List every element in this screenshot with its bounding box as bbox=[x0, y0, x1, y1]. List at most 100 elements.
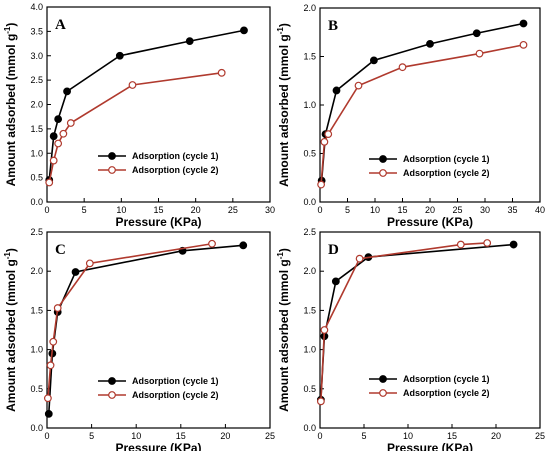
legend-marker bbox=[108, 152, 116, 160]
legend-label: Adsorption (cycle 2) bbox=[403, 168, 490, 178]
legend-marker bbox=[108, 166, 116, 174]
y-axis-label: Amount adsorbed (mmol g-1) bbox=[276, 248, 291, 412]
x-tick-label: 15 bbox=[176, 431, 186, 441]
y-axis-label: Amount adsorbed (mmol g-1) bbox=[276, 23, 291, 187]
y-axis-label-main: Amount adsorbed (mmol g bbox=[277, 259, 291, 412]
data-point-cycle-1 bbox=[239, 241, 248, 250]
y-tick-label: 1.0 bbox=[303, 345, 316, 355]
data-point-cycle-1 bbox=[44, 409, 53, 418]
x-tick-label: 10 bbox=[403, 431, 413, 441]
x-tick-label: 5 bbox=[361, 431, 366, 441]
x-tick-label: 35 bbox=[507, 205, 517, 215]
data-point-cycle-1 bbox=[519, 19, 528, 28]
y-tick-label: 1.0 bbox=[30, 345, 43, 355]
legend-marker bbox=[379, 155, 387, 163]
x-axis-label: Pressure (KPa) bbox=[387, 215, 473, 229]
data-point-cycle-2 bbox=[217, 68, 226, 77]
y-tick-label: 2.5 bbox=[30, 227, 43, 237]
x-axis-label: Pressure (KPa) bbox=[387, 441, 473, 451]
y-axis-label-superscript: -1 bbox=[3, 26, 12, 34]
y-tick-label: 1.5 bbox=[303, 52, 316, 62]
legend-label: Adsorption (cycle 2) bbox=[403, 388, 490, 398]
data-point-cycle-2 bbox=[475, 49, 484, 58]
data-point-cycle-1 bbox=[71, 268, 80, 276]
x-tick-label: 15 bbox=[447, 431, 457, 441]
legend-marker bbox=[379, 375, 387, 383]
y-tick-label: 3.5 bbox=[30, 26, 43, 36]
legend-marker bbox=[108, 391, 116, 399]
data-point-cycle-2 bbox=[398, 63, 407, 72]
y-tick-label: 2.0 bbox=[30, 100, 43, 110]
data-point-cycle-1 bbox=[426, 39, 434, 48]
data-point-cycle-2 bbox=[128, 81, 137, 89]
x-tick-label: 30 bbox=[480, 205, 490, 215]
x-tick-label: 20 bbox=[220, 431, 230, 441]
data-point-cycle-1 bbox=[185, 37, 194, 46]
legend-marker bbox=[379, 389, 387, 397]
x-tick-label: 10 bbox=[116, 205, 126, 215]
data-point-cycle-2 bbox=[320, 326, 329, 334]
x-tick-label: 25 bbox=[228, 205, 238, 215]
y-tick-label: 0.5 bbox=[303, 384, 316, 394]
y-tick-label: 0.0 bbox=[303, 197, 316, 207]
legend-label: Adsorption (cycle 1) bbox=[403, 374, 490, 384]
y-tick-label: 4.0 bbox=[30, 2, 43, 12]
x-tick-label: 20 bbox=[491, 431, 501, 441]
y-axis-label-close: ) bbox=[277, 248, 291, 252]
y-axis-label: Amount adsorbed (mmol g-1) bbox=[3, 23, 18, 187]
panel-label: B bbox=[328, 18, 338, 34]
x-tick-label: 5 bbox=[345, 205, 350, 215]
legend-label: Adsorption (cycle 1) bbox=[403, 154, 490, 164]
data-point-cycle-1 bbox=[115, 51, 124, 60]
data-point-cycle-2 bbox=[519, 40, 528, 49]
data-point-cycle-1 bbox=[370, 56, 378, 65]
data-point-cycle-2 bbox=[49, 156, 58, 165]
data-point-cycle-2 bbox=[320, 137, 329, 146]
chart-panel-b: 0 5 10 15 20 25 30 35 40 0.0 0.5 1.0 1.5 2.0 Pressure … bbox=[276, 3, 545, 229]
y-tick-label: 1.5 bbox=[30, 305, 43, 315]
data-point-cycle-2 bbox=[45, 178, 54, 187]
data-point-cycle-1 bbox=[332, 86, 341, 95]
y-axis-label-close: ) bbox=[277, 23, 291, 27]
y-tick-label: 1.0 bbox=[303, 100, 316, 110]
x-tick-label: 20 bbox=[425, 205, 435, 215]
chart-panel-d: 0 5 10 15 20 25 0.0 0.5 1.0 1.5 2.0 2.5 Pressure (KP… bbox=[276, 227, 545, 451]
y-axis-label: Amount adsorbed (mmol g-1) bbox=[3, 248, 18, 412]
data-point-cycle-2 bbox=[324, 130, 333, 139]
y-axis-label-close: ) bbox=[4, 248, 18, 252]
data-point-cycle-1 bbox=[509, 240, 518, 249]
series-line-cycle-2 bbox=[47, 242, 213, 399]
data-point-cycle-2 bbox=[66, 119, 75, 127]
y-tick-label: 0.5 bbox=[30, 173, 43, 183]
legend-marker bbox=[108, 377, 116, 385]
chart-panel-a: 0 5 10 15 20 25 30 0.0 0.5 1.0 1.5 2.0 2.5 3.0 3.5 4.0 P… bbox=[3, 2, 275, 229]
data-point-cycle-1 bbox=[472, 29, 481, 38]
data-point-cycle-2 bbox=[456, 240, 465, 249]
data-point-cycle-2 bbox=[85, 259, 94, 268]
y-axis-label-close: ) bbox=[4, 23, 18, 27]
x-tick-label: 5 bbox=[82, 205, 87, 215]
panel-label: A bbox=[55, 17, 66, 33]
y-axis-label-main: Amount adsorbed (mmol g bbox=[277, 34, 291, 187]
data-point-cycle-1 bbox=[63, 87, 71, 96]
x-tick-label: 20 bbox=[191, 205, 201, 215]
x-tick-label: 25 bbox=[535, 431, 545, 441]
x-tick-label: 30 bbox=[265, 205, 275, 215]
data-point-cycle-2 bbox=[54, 139, 63, 148]
x-tick-label: 40 bbox=[535, 205, 545, 215]
y-tick-label: 0.5 bbox=[30, 384, 43, 394]
legend-label: Adsorption (cycle 2) bbox=[132, 165, 219, 175]
data-point-cycle-2 bbox=[355, 254, 364, 263]
y-tick-label: 2.0 bbox=[30, 266, 43, 276]
x-tick-label: 15 bbox=[397, 205, 407, 215]
x-axis-label: Pressure (KPa) bbox=[115, 441, 201, 451]
x-tick-label: 0 bbox=[44, 205, 49, 215]
y-axis-label-superscript: -1 bbox=[3, 252, 12, 260]
data-point-cycle-1 bbox=[331, 277, 340, 286]
x-axis-label: Pressure (KPa) bbox=[115, 215, 201, 229]
x-tick-label: 10 bbox=[131, 431, 141, 441]
y-tick-label: 2.5 bbox=[303, 227, 316, 237]
x-tick-label: 25 bbox=[452, 205, 462, 215]
data-point-cycle-2 bbox=[317, 180, 326, 189]
